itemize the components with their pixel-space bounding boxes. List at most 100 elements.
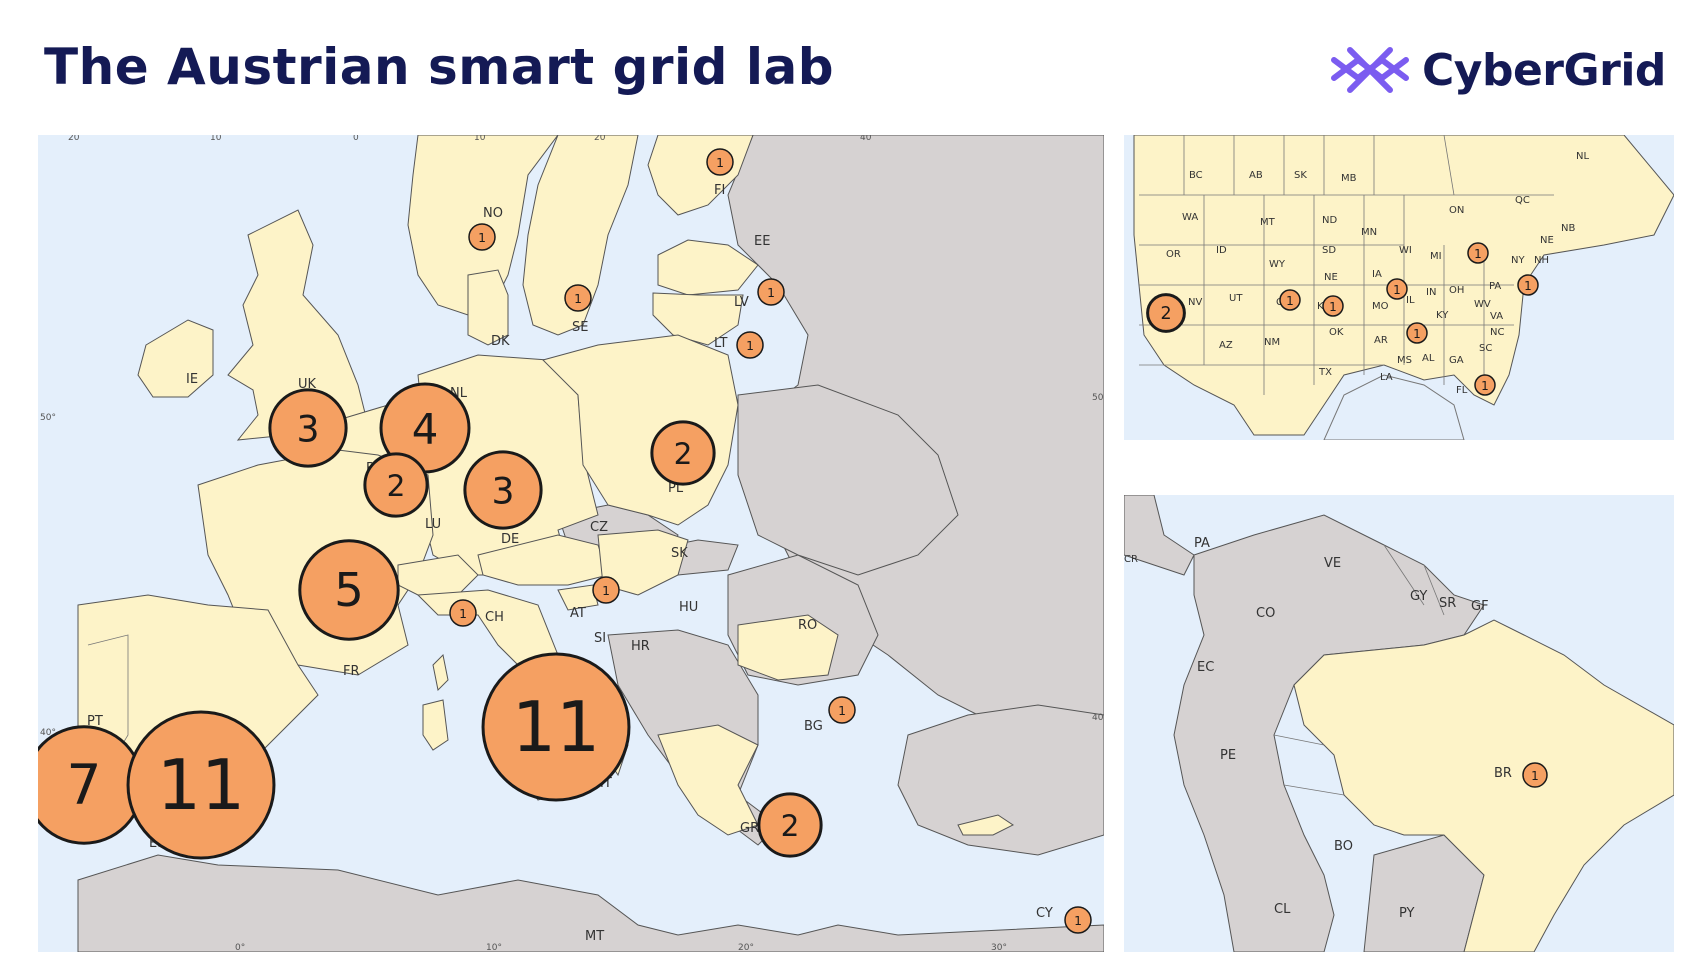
label-qc: QC <box>1515 195 1530 206</box>
bubble-value-north_america-fl: 1 <box>1481 379 1489 393</box>
label-it: IT <box>600 776 612 791</box>
label-no: NO <box>483 206 503 221</box>
tick-bottom-2: 10° <box>486 943 502 952</box>
bubble-value-europe-uk: 3 <box>296 408 319 451</box>
label-nh: NH <box>1534 255 1549 266</box>
bubble-europe-it <box>481 652 631 802</box>
label-mo: MO <box>1372 301 1389 312</box>
label-bo: BO <box>1334 839 1353 854</box>
label-ky: KY <box>1436 310 1449 321</box>
bulgaria-land <box>737 614 839 681</box>
label-lv: LV <box>734 295 749 310</box>
label-wi: WI <box>1399 245 1412 256</box>
bubble-europe-lt <box>736 331 764 359</box>
brand-name: CyberGrid <box>1422 44 1666 96</box>
label-si: SI <box>594 631 606 646</box>
label-ne: NE <box>1324 272 1338 283</box>
label-az: AZ <box>1219 340 1233 351</box>
bubble-europe-pl <box>650 420 716 486</box>
label-mi: MI <box>1430 251 1442 262</box>
brazil-land <box>1293 619 1674 952</box>
label-mb: MB <box>1341 173 1357 184</box>
bubble-north_america-tn <box>1406 322 1428 344</box>
tick-top-4: 10 <box>474 135 486 143</box>
label-at: AT <box>570 606 586 621</box>
label-sr: SR <box>1439 596 1456 611</box>
tick-bottom-3: 20° <box>738 943 754 952</box>
bubble-value-europe-se: 1 <box>574 292 582 306</box>
label-cr: CR <box>1124 554 1138 565</box>
label-la: LA <box>1380 372 1393 383</box>
label-wa: WA <box>1182 212 1198 223</box>
label-ut: UT <box>1229 293 1243 304</box>
north-america-map: BC AB SK MB ON QC NL NB NE WA MT ND MN O… <box>1124 135 1674 440</box>
bubble-north_america-fl <box>1474 374 1496 396</box>
label-ie: IE <box>186 372 198 387</box>
label-hr: HR <box>631 639 650 654</box>
bubble-value-europe-es: 11 <box>157 746 245 826</box>
bubble-value-north_america-ca: 2 <box>1160 304 1171 324</box>
bubble-value-europe-bg: 1 <box>838 704 846 718</box>
label-ia: IA <box>1372 269 1382 280</box>
bubble-europe-cy <box>1064 906 1092 934</box>
tick-top-3: 0 <box>353 135 359 143</box>
bubble-value-europe-pt: 7 <box>66 754 101 818</box>
label-ne-ca: NE <box>1540 235 1554 246</box>
label-mt: MT <box>1260 217 1276 228</box>
bubble-europe-ch <box>449 599 477 627</box>
label-wy: WY <box>1269 259 1286 270</box>
label-va: VA <box>1490 311 1503 322</box>
page-title: The Austrian smart grid lab <box>44 38 835 96</box>
gulf-water-mask <box>1323 374 1465 440</box>
bubble-europe-uk <box>268 388 348 468</box>
belarus-ukraine-land <box>737 384 959 576</box>
bubble-value-europe-fi: 1 <box>716 156 724 170</box>
label-mt: MT <box>585 929 604 944</box>
label-gr: GR <box>740 821 759 836</box>
label-br: BR <box>1494 766 1512 781</box>
turkey-land <box>897 704 1104 856</box>
slovenia-land <box>557 584 599 611</box>
bubble-value-europe-cy: 1 <box>1074 914 1082 928</box>
tick-left-1: 50° <box>40 413 56 423</box>
bubble-europe-be <box>363 452 429 518</box>
austria-land <box>477 534 609 586</box>
bubble-value-north_america-il: 1 <box>1393 283 1401 297</box>
bubble-north_america-co <box>1279 289 1301 311</box>
label-ga: GA <box>1449 355 1464 366</box>
label-mn: MN <box>1361 227 1377 238</box>
label-nb: NB <box>1561 223 1575 234</box>
bubble-value-europe-be: 2 <box>387 469 406 503</box>
label-ch: CH <box>485 610 504 625</box>
bubble-value-europe-it: 11 <box>512 688 600 768</box>
bubble-south_america-br <box>1522 762 1548 788</box>
bubble-value-europe-at: 1 <box>602 584 610 598</box>
label-or: OR <box>1166 249 1181 260</box>
tick-top-2: 10 <box>210 135 222 143</box>
bubble-north_america-mi <box>1467 242 1489 264</box>
lithuania-land <box>652 292 744 346</box>
label-pt: PT <box>87 714 103 729</box>
bubble-value-south_america-br: 1 <box>1531 769 1539 783</box>
south-america-map: CR PA VE GY SR GF CO EC PE BR BO PY CL 1 <box>1124 495 1674 952</box>
label-hu: HU <box>679 600 698 615</box>
label-ok: OK <box>1329 327 1344 338</box>
bubble-value-europe-pl: 2 <box>674 437 693 471</box>
bubble-value-north_america-co: 1 <box>1286 294 1294 308</box>
bubble-europe-fr <box>298 539 400 641</box>
tick-bottom-4: 30° <box>991 943 1007 952</box>
label-fi: FI <box>714 183 725 198</box>
corsica-land <box>432 653 449 692</box>
bubble-value-north_america-ny: 1 <box>1524 279 1532 293</box>
central-america-land <box>1124 495 1195 576</box>
label-al: AL <box>1422 353 1435 364</box>
label-se: SE <box>572 320 588 335</box>
bubble-europe-lv <box>757 278 785 306</box>
tick-top-5: 20 <box>594 135 606 143</box>
label-cl: CL <box>1274 902 1291 917</box>
europe-map: 20 10 0 10 20 40 50° 40° 50 40 0° 10° 20… <box>38 135 1104 952</box>
label-cz: CZ <box>590 520 608 535</box>
tick-top-1: 20 <box>68 135 80 143</box>
label-wv: WV <box>1474 299 1491 310</box>
label-nc: NC <box>1490 327 1504 338</box>
